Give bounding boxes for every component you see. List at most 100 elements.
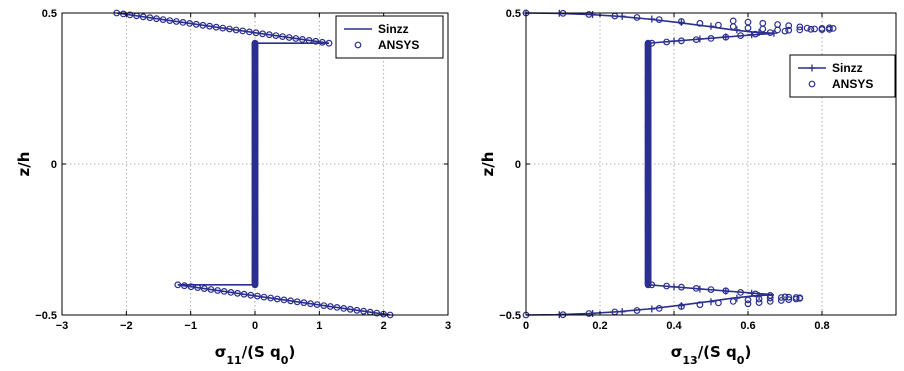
circle-marker-276 [194,284,202,292]
x-label-mid: /(S q [242,343,281,361]
x-axis-label: σ13/(S q0) [671,343,752,367]
circle-marker-22 [259,30,267,38]
circle-marker-13 [199,21,207,29]
plus-marker-2 [589,11,597,19]
x-axis-label: σ11/(S q0) [215,343,296,367]
legend-label-0: Sinzz [378,22,409,36]
x-label-end: ) [288,343,295,361]
x-tick-label-1: −2 [120,320,133,332]
circle-marker-5 [655,16,663,24]
circle-marker-5 [146,14,154,22]
circle-marker-298 [340,305,348,312]
circle-marker-44 [655,305,663,312]
x-label-end: ) [744,343,751,361]
y-tick-label-0: −0.5 [499,310,521,322]
circle-marker-287 [267,294,275,302]
series-ansys [113,9,394,319]
circle-marker-285 [253,292,261,300]
x-tick-label-0: 0 [523,320,529,332]
plus-marker-14 [670,283,678,291]
circle-marker-30 [663,38,670,46]
plus-marker-20 [618,308,626,316]
circle-marker-289 [280,296,288,304]
grid [526,13,896,315]
circle-marker-70 [752,290,759,298]
circle-marker-292 [300,299,308,307]
plus-marker-7 [733,26,741,34]
circle-marker-282 [234,289,241,297]
circle-marker-59 [777,297,785,304]
circle-marker-275 [187,283,195,291]
x-label-mid: /(S q [698,343,737,361]
plus-marker-8 [755,28,763,36]
circle-marker-300 [353,306,361,314]
circle-marker-67 [707,286,715,294]
circle-marker-273 [174,281,182,289]
circle-marker-27 [744,18,752,26]
circle-marker-68 [722,287,730,295]
legend: Sinzz ANSYS [789,54,896,98]
circle-marker-31 [318,38,326,46]
legend-label-1: ANSYS [832,77,873,91]
circle-marker-41 [585,310,593,317]
circle-marker-28 [299,36,306,43]
y-axis-label: z/h [15,152,33,177]
circle-marker-21 [811,25,818,33]
plus-marker-21 [648,305,656,313]
circle-marker-281 [227,289,235,296]
legend-label-1: ANSYS [378,38,419,52]
circle-marker-6 [678,18,685,25]
circle-marker-280 [220,288,228,295]
circle-marker-297 [333,304,341,311]
x-tick-label-4: 0.8 [814,320,829,332]
circle-marker-66 [692,285,700,292]
x-tick-label-4: 1 [316,320,322,332]
circle-marker-71 [766,292,774,299]
plus-marker-19 [589,309,597,317]
x-tick-label-3: 0 [252,320,258,332]
plus-marker-9 [770,29,778,37]
circle-marker-30 [312,37,320,45]
x-label-sub2: 0 [281,354,289,367]
circle-marker-303 [373,309,381,317]
circle-marker-25 [774,21,781,28]
plus-marker-17 [748,289,756,297]
x-label-sub1: 13 [682,354,697,367]
circle-marker-65 [678,283,685,291]
circle-marker-38 [781,27,789,35]
legend-label-0: Sinzz [832,61,863,75]
x-tick-label-2: 0.4 [666,320,682,332]
circle-marker-28 [729,17,737,25]
plus-marker-13 [748,31,756,39]
plus-marker-23 [707,298,715,306]
circle-marker-36 [752,30,759,38]
x-label-base: σ [671,343,683,361]
circle-marker-299 [346,305,354,313]
x-tick-label-3: 0.6 [740,320,755,332]
circle-marker-290 [287,297,295,305]
circle-marker-23 [796,23,804,31]
circle-marker-6 [153,15,160,23]
circle-marker-286 [260,293,268,301]
circle-marker-27 [292,35,300,42]
circle-marker-278 [207,286,215,293]
circle-marker-291 [293,298,301,306]
y-tick-label-2: 0.5 [506,8,521,20]
circle-marker-57 [792,295,800,303]
circle-marker-17 [226,25,233,33]
plus-marker-6 [707,22,715,30]
x-label-sub2: 0 [737,354,745,367]
x-tick-label-6: 3 [445,320,451,332]
circle-marker-14 [206,22,214,30]
x-tick-label-5: 2 [381,320,387,332]
circle-marker-279 [214,287,222,294]
circle-marker-26 [285,34,293,41]
legend-box [335,15,444,59]
circle-marker-18 [232,26,240,34]
circle-marker-2 [126,11,134,19]
circle-marker-22 [803,24,811,32]
circle-marker-45 [678,303,685,310]
circle-marker-20 [818,26,826,34]
circle-marker-62 [744,300,752,308]
